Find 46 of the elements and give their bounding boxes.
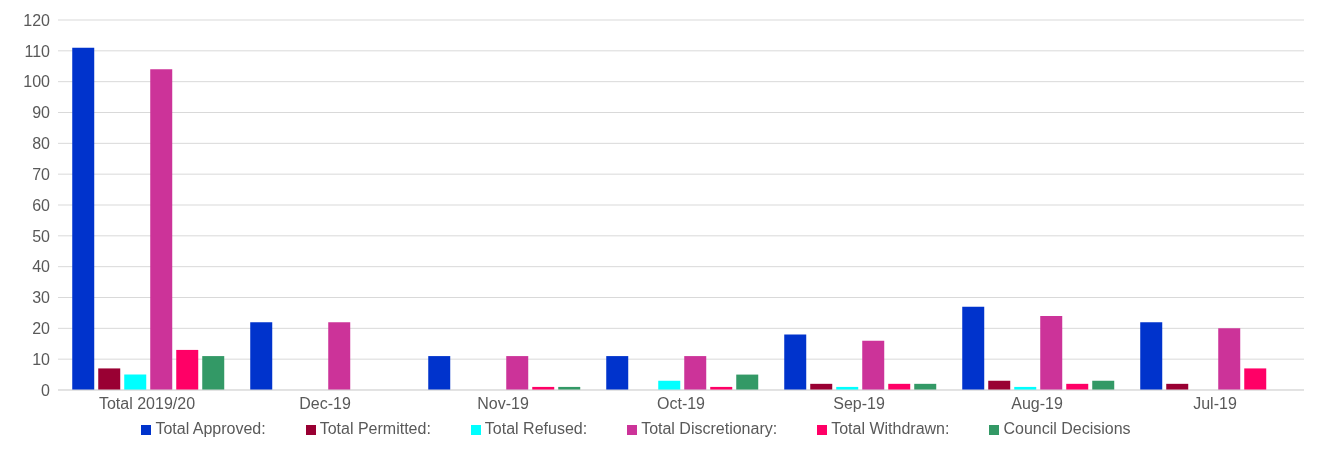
y-tick-label: 80 <box>32 135 51 153</box>
bar <box>98 368 121 390</box>
x-tick-label: Aug-19 <box>1011 395 1063 413</box>
legend-label: Total Permitted: <box>319 420 431 437</box>
y-tick-label: 0 <box>41 381 51 399</box>
bar <box>428 356 451 390</box>
x-tick-label: Jul-19 <box>1193 395 1237 413</box>
bar <box>202 356 225 390</box>
legend-label: Council Decisions <box>1003 420 1131 437</box>
bar <box>124 374 147 390</box>
bar <box>150 69 173 390</box>
y-tick-label: 50 <box>32 227 51 245</box>
x-tick-label: Total 2019/20 <box>98 395 196 413</box>
bar <box>684 356 707 390</box>
y-tick-label: 40 <box>32 258 51 276</box>
bar <box>328 322 351 390</box>
bar <box>862 340 885 390</box>
legend-label: Total Withdrawn: <box>831 420 950 437</box>
x-tick-label: Sep-19 <box>833 395 885 413</box>
bar <box>176 349 199 390</box>
bar <box>1140 322 1163 390</box>
y-tick-label: 60 <box>32 196 51 214</box>
bar <box>72 47 95 390</box>
bar <box>506 356 529 390</box>
y-tick-label: 110 <box>24 42 51 60</box>
bar <box>1218 328 1241 390</box>
legend-label: Total Approved: <box>155 420 266 437</box>
legend-label: Total Discretionary: <box>641 420 778 437</box>
y-tick-label: 30 <box>32 289 51 307</box>
x-tick-label: Dec-19 <box>299 395 351 413</box>
bar <box>1040 316 1063 390</box>
bar <box>736 374 759 390</box>
bar <box>250 322 273 390</box>
bar <box>1244 368 1267 390</box>
y-tick-label: 90 <box>32 104 51 122</box>
y-tick-label: 120 <box>23 11 51 29</box>
bar <box>962 306 985 390</box>
y-tick-label: 10 <box>32 350 51 368</box>
y-tick-label: 20 <box>32 320 51 338</box>
y-tick-label: 70 <box>32 165 51 183</box>
bar <box>606 356 629 390</box>
x-tick-label: Nov-19 <box>477 395 529 413</box>
legend-label: Total Refused: <box>484 420 588 437</box>
y-tick-label: 100 <box>23 73 51 91</box>
x-tick-label: Oct-19 <box>656 395 706 413</box>
bar <box>784 334 807 390</box>
